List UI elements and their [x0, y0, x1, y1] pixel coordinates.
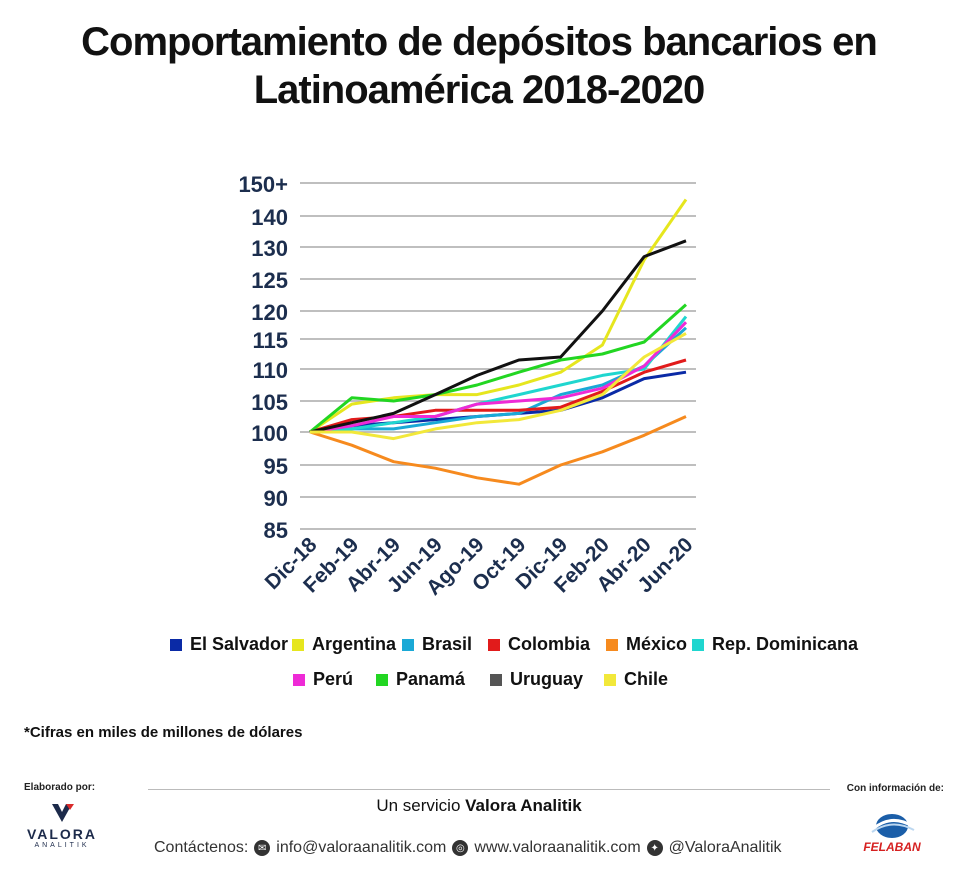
valora-logo-subtext: ANALITIK	[34, 842, 90, 849]
legend-label: Panamá	[396, 669, 466, 689]
y-tick-label: 125	[251, 268, 288, 293]
y-tick-label: 150+	[238, 172, 288, 197]
legend-label: El Salvador	[190, 634, 289, 654]
series-line-m-xico	[309, 415, 687, 486]
legend-item: Colombia	[488, 634, 590, 655]
legend-label: Colombia	[508, 634, 591, 654]
contact-email[interactable]: info@valoraanalitik.com	[276, 839, 447, 856]
chart-title: Comportamiento de depósitos bancarios en…	[0, 18, 958, 114]
legend-swatch	[402, 638, 414, 651]
legend-item: Panamá	[376, 669, 465, 690]
y-tick-label: 110	[253, 358, 289, 383]
y-tick-label: 105	[251, 390, 288, 415]
legend-swatch	[490, 673, 502, 686]
felaban-logo-text: FELABAN	[863, 840, 921, 854]
title-line-2: Latinoamérica 2018-2020	[253, 68, 706, 112]
y-tick-label: 90	[264, 486, 288, 511]
legend-item: México	[606, 634, 687, 655]
y-tick-label: 85	[264, 518, 288, 543]
legend-swatch	[292, 638, 304, 651]
legend-swatch	[604, 673, 616, 686]
legend-label: Perú	[313, 669, 354, 689]
line-chart: 150+140130125120115110105100959085Dic-18…	[238, 172, 697, 600]
series-line-chile	[310, 332, 687, 441]
valora-logo-text: VALORA	[26, 826, 98, 842]
legend-item: Rep. Dominicana	[692, 634, 858, 655]
legend-swatch	[606, 638, 618, 651]
series-line-uruguay	[309, 239, 687, 434]
legend-swatch	[376, 673, 388, 686]
y-tick-label: 100	[251, 421, 288, 446]
legend-swatch	[692, 638, 704, 651]
valora-logo-icon	[52, 804, 74, 822]
legend-label: Rep. Dominicana	[712, 634, 859, 654]
legend-item: Perú	[293, 669, 353, 690]
service-line: Un servicio Valora Analitik	[0, 796, 958, 816]
contact-twitter[interactable]: @ValoraAnalitik	[668, 839, 782, 856]
contact-web[interactable]: www.valoraanalitik.com	[474, 839, 641, 856]
series-line-panam-	[309, 303, 688, 434]
legend-item: Uruguay	[490, 669, 583, 690]
title-line-1: Comportamiento de depósitos bancarios en	[81, 20, 878, 64]
mail-icon: ✉	[254, 840, 271, 856]
legend-item: Chile	[604, 669, 668, 690]
footer-divider	[148, 789, 830, 790]
legend-swatch	[488, 638, 500, 651]
units-note: *Cifras en miles de millones de dólares	[24, 724, 303, 741]
felaban-logo-icon	[871, 814, 915, 838]
service-brand: Valora Analitik	[465, 796, 582, 815]
service-prefix: Un servicio	[376, 796, 466, 815]
source-label: Con información de:	[846, 783, 944, 794]
legend-label: Uruguay	[510, 669, 584, 689]
legend-label: Chile	[624, 669, 669, 689]
y-tick-label: 130	[251, 236, 288, 261]
twitter-icon: ✦	[646, 840, 663, 856]
legend-swatch	[293, 673, 305, 686]
contact-label: Contáctenos:	[154, 839, 249, 856]
y-tick-label: 115	[253, 328, 289, 353]
legend-item: Argentina	[292, 634, 396, 655]
contact-line: Contáctenos: ✉ info@valoraanalitik.com ◎…	[154, 839, 782, 857]
y-tick-label: 95	[264, 454, 288, 479]
legend-item: Brasil	[402, 634, 472, 655]
legend-item: El Salvador	[170, 634, 288, 655]
y-tick-label: 120	[251, 300, 288, 325]
made-by-label: Elaborado por:	[24, 782, 96, 793]
web-icon: ◎	[452, 840, 469, 856]
series-line-rep-dominicana	[309, 315, 688, 434]
legend-label: México	[626, 634, 688, 654]
series-line-argentina	[309, 198, 688, 434]
legend-label: Argentina	[312, 634, 397, 654]
legend-swatch	[170, 638, 182, 651]
y-tick-label: 140	[251, 205, 288, 230]
legend-label: Brasil	[422, 634, 473, 654]
